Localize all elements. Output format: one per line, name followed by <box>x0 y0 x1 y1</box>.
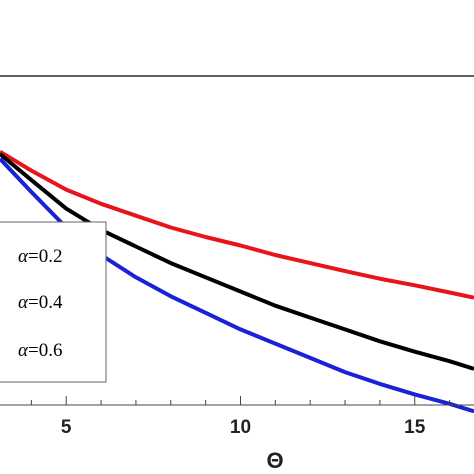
x-ticks <box>30 396 451 405</box>
x-tick-label: 5 <box>61 417 72 438</box>
series-line-2 <box>0 152 474 371</box>
legend-entry-1: α=0.2 <box>18 246 62 267</box>
legend-entry-2: α=0.4 <box>18 292 63 313</box>
x-tick-label: 15 <box>404 417 426 438</box>
legend-box <box>0 221 107 383</box>
legend: α=0.2 α=0.4 α=0.6 <box>0 221 107 383</box>
x-tick-labels: 5 10 15 <box>61 417 426 438</box>
series-line-1 <box>0 149 474 300</box>
legend-entry-3: α=0.6 <box>18 340 62 361</box>
x-axis-label: Θ <box>266 448 283 473</box>
x-tick-label: 10 <box>230 417 251 438</box>
